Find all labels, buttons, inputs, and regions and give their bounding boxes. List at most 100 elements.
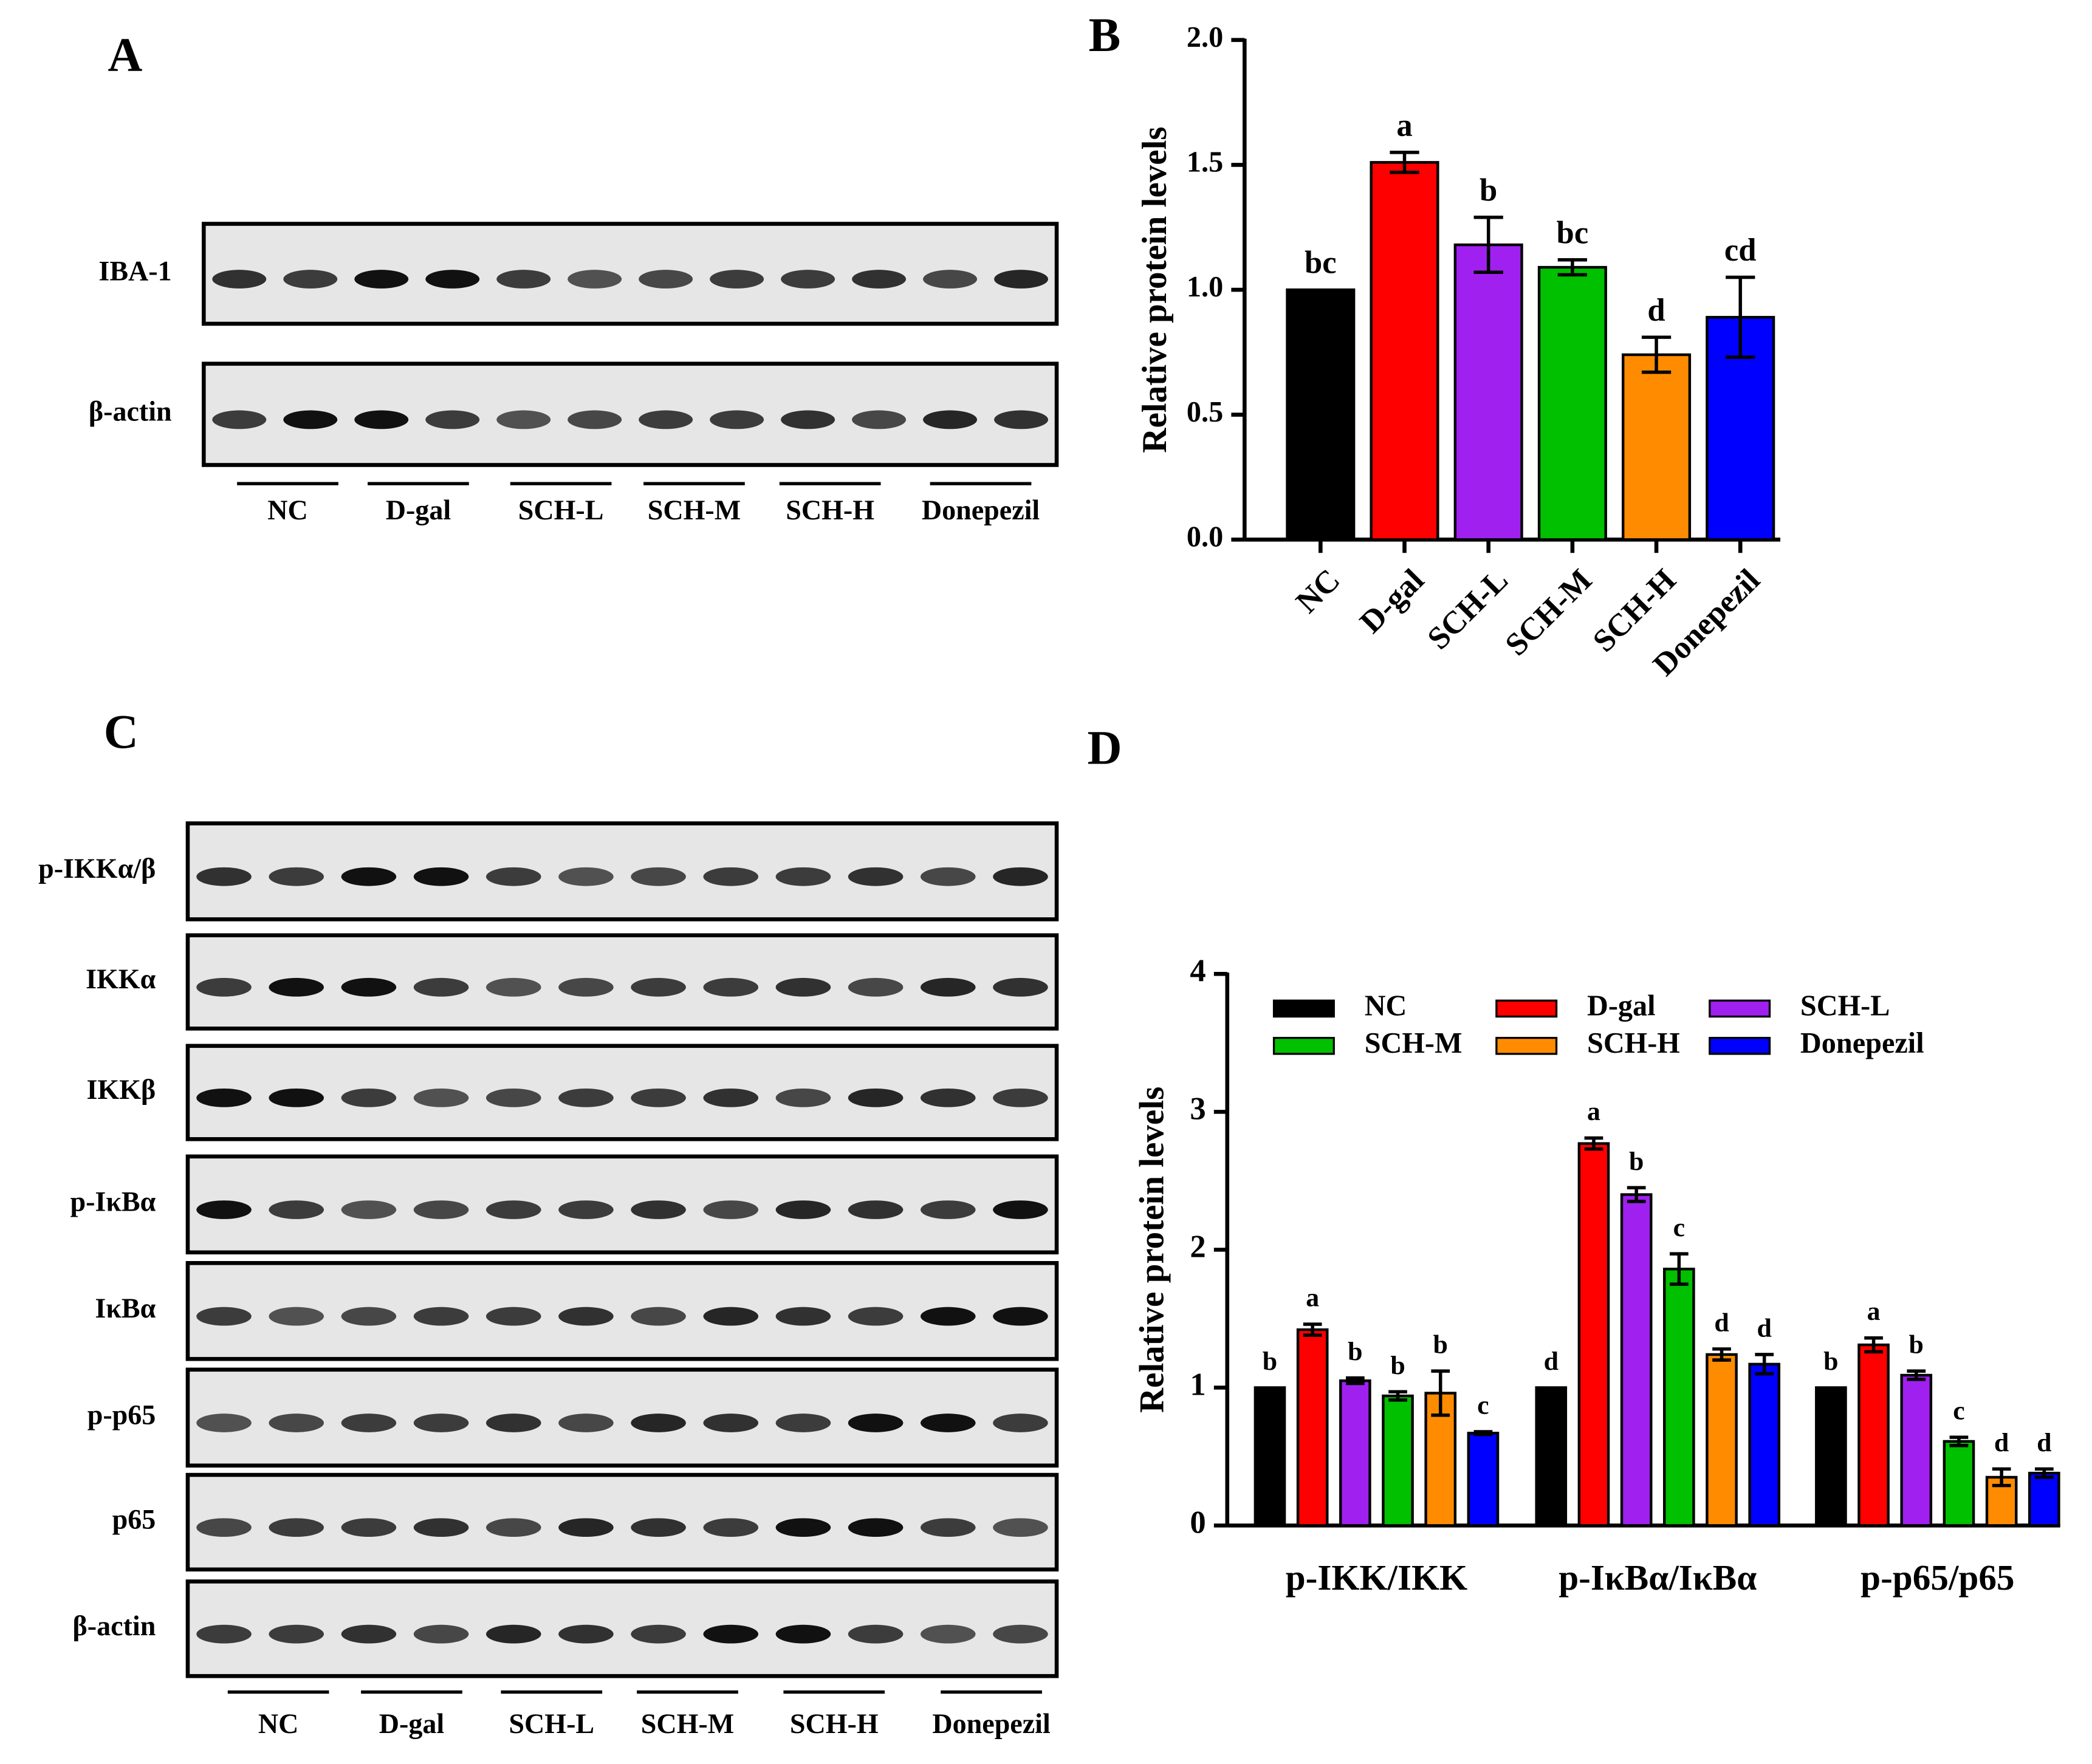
blot-band — [496, 270, 551, 289]
blot-band — [269, 1088, 324, 1107]
x-tick-label: p-p65/p65 — [1861, 1557, 2014, 1598]
blot-band — [485, 1088, 541, 1107]
error-bar — [1864, 1336, 1883, 1354]
significance-letter: bc — [1305, 245, 1337, 281]
error-bar — [1627, 1186, 1646, 1203]
error-bar — [1712, 1347, 1731, 1362]
bar — [1253, 1386, 1286, 1527]
blot-band — [848, 977, 904, 997]
bar — [1537, 265, 1607, 541]
blot-row-label: IBA-1 — [98, 255, 171, 286]
bar — [1663, 1267, 1695, 1527]
blot-band — [341, 1624, 397, 1644]
blot-box — [185, 1154, 1059, 1255]
significance-letter: d — [1544, 1347, 1559, 1376]
blot-band — [639, 410, 693, 429]
blot-band — [485, 1414, 541, 1432]
error-bar — [1303, 1322, 1322, 1337]
blot-band — [993, 1518, 1048, 1537]
blot-band — [485, 867, 541, 886]
blot-band — [558, 977, 614, 997]
bar — [1748, 1362, 1781, 1527]
x-tick-label: p-IKK/IKK — [1286, 1557, 1467, 1598]
blot-band — [212, 410, 267, 429]
blot-band — [993, 977, 1048, 997]
legend-label: Donepezil — [1800, 1027, 1924, 1059]
blot-row-label: p-IKKα/β — [38, 853, 156, 884]
blot-band — [341, 977, 397, 997]
blot-band — [269, 977, 324, 997]
panel-letter: A — [108, 29, 142, 82]
error-bar — [1755, 1353, 1774, 1376]
y-axis-title: Relative protein levels — [1133, 1087, 1171, 1413]
blot-band — [269, 1518, 324, 1537]
blot-band — [196, 1624, 252, 1644]
blot-band — [703, 1307, 759, 1326]
legend-label: SCH-H — [1587, 1027, 1680, 1059]
error-bar — [1669, 1252, 1689, 1286]
blot-row-label: β-actin — [89, 396, 172, 427]
blot-band — [848, 1414, 904, 1432]
blot-band — [354, 410, 409, 429]
blot-band — [993, 1307, 1048, 1326]
blot-band — [775, 1518, 831, 1537]
x-tick-label: NC — [1289, 562, 1347, 620]
blot-band — [848, 867, 904, 886]
significance-letter: bc — [1557, 215, 1589, 250]
blot-band — [631, 1088, 686, 1107]
blot-band — [558, 1200, 614, 1219]
legend-swatch — [1272, 999, 1335, 1018]
significance-letter: d — [2037, 1428, 2051, 1457]
blot-band — [775, 1200, 831, 1219]
blot-band — [558, 1624, 614, 1644]
y-tick-label: 3 — [1190, 1091, 1205, 1126]
blot-band — [269, 867, 324, 886]
lane-group-label: NC — [258, 1708, 299, 1739]
y-tick-label: 0.5 — [1187, 396, 1223, 428]
significance-letter: c — [1953, 1396, 1964, 1426]
blot-band — [703, 1088, 759, 1107]
blot-band — [631, 1624, 686, 1644]
blot-band — [921, 977, 976, 997]
blot-band — [196, 867, 252, 886]
significance-letter: b — [1909, 1330, 1924, 1359]
significance-letter: b — [1480, 173, 1497, 208]
bar — [1453, 243, 1523, 541]
blot-band — [848, 1088, 904, 1107]
significance-letter: cd — [1724, 233, 1757, 268]
error-bar — [1726, 275, 1755, 359]
blot-box — [185, 933, 1059, 1031]
blot-band — [558, 1088, 614, 1107]
legend-swatch — [1709, 1036, 1771, 1055]
blot-band — [341, 1307, 397, 1326]
blot-band — [558, 1518, 614, 1537]
significance-letter: b — [1433, 1330, 1448, 1359]
blot-band — [413, 1518, 469, 1537]
blot-band — [196, 1200, 252, 1219]
blot-band — [425, 270, 480, 289]
error-bar — [1473, 1430, 1493, 1437]
blot-band — [485, 1307, 541, 1326]
y-tick-label: 1 — [1190, 1367, 1205, 1402]
blot-band — [485, 1200, 541, 1219]
blot-box — [185, 1044, 1059, 1141]
x-tick-label: p-IκBα/IκBα — [1559, 1557, 1757, 1598]
blot-band — [921, 1518, 976, 1537]
blot-band — [341, 1200, 397, 1219]
blot-band — [848, 1624, 904, 1644]
blot-band — [558, 867, 614, 886]
blot-band — [485, 1518, 541, 1537]
y-axis-title: Relative protein levels — [1136, 126, 1174, 453]
blot-band — [413, 1088, 469, 1107]
lane-group-label: SCH-M — [641, 1708, 734, 1739]
significance-letter: c — [1477, 1391, 1489, 1420]
blot-band — [703, 1518, 759, 1537]
lane-group-label: SCH-L — [518, 494, 604, 525]
legend-swatch — [1272, 1036, 1335, 1055]
panel-letter: B — [1089, 9, 1121, 62]
x-tick-label: D-gal — [1353, 562, 1431, 640]
blot-band — [923, 270, 978, 289]
blot-band — [781, 410, 835, 429]
y-tick-label: 2.0 — [1187, 21, 1223, 53]
legend-label: SCH-L — [1800, 990, 1890, 1022]
